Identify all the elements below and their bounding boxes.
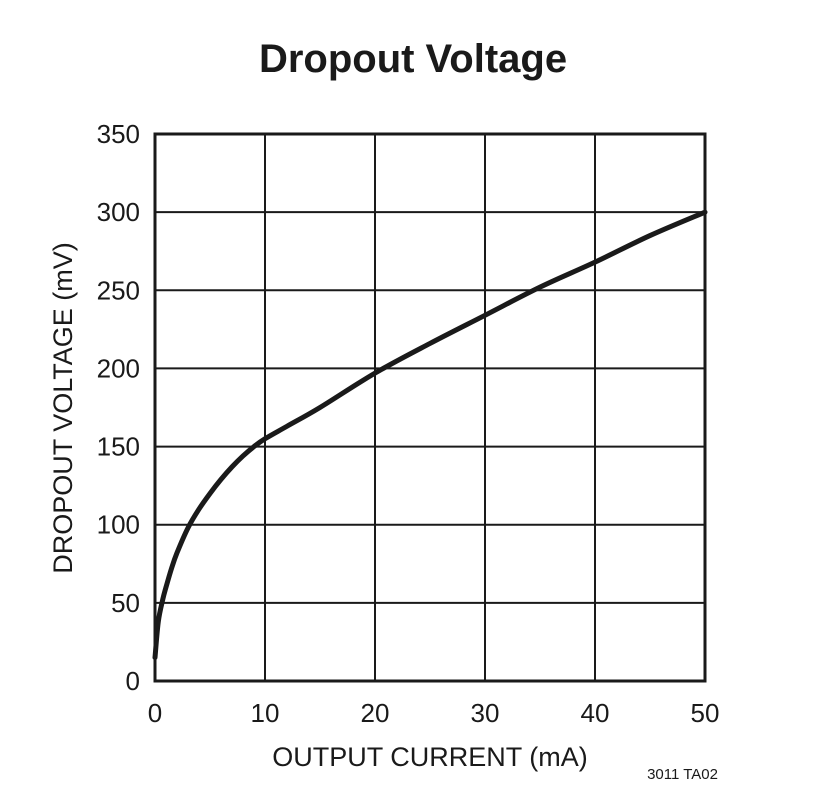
tick-labels: 0 10 20 30 40 50 0 50 100 150 200 250 300 350 [97, 119, 720, 728]
y-tick-label: 350 [97, 119, 140, 149]
y-tick-label: 250 [97, 275, 140, 305]
x-tick-label: 30 [471, 698, 500, 728]
y-tick-label: 200 [97, 353, 140, 383]
figure-code: 3011 TA02 [647, 766, 718, 783]
x-tick-label: 50 [691, 698, 720, 728]
x-tick-label: 20 [361, 698, 390, 728]
x-tick-label: 0 [148, 698, 162, 728]
x-tick-label: 10 [251, 698, 280, 728]
y-tick-label: 100 [97, 510, 140, 540]
y-axis-label: DROPOUT VOLTAGE (mV) [48, 242, 78, 574]
x-axis-label: OUTPUT CURRENT (mA) [272, 742, 588, 772]
x-tick-label: 40 [581, 698, 610, 728]
plot-frame [153, 132, 707, 683]
grid [154, 133, 706, 682]
plot-area [152, 132, 708, 683]
series-line [152, 209, 708, 661]
y-tick-label: 0 [126, 666, 140, 696]
y-tick-label: 50 [111, 588, 140, 618]
chart-title: Dropout Voltage [259, 37, 567, 81]
y-tick-label: 300 [97, 197, 140, 227]
y-tick-label: 150 [97, 432, 140, 462]
